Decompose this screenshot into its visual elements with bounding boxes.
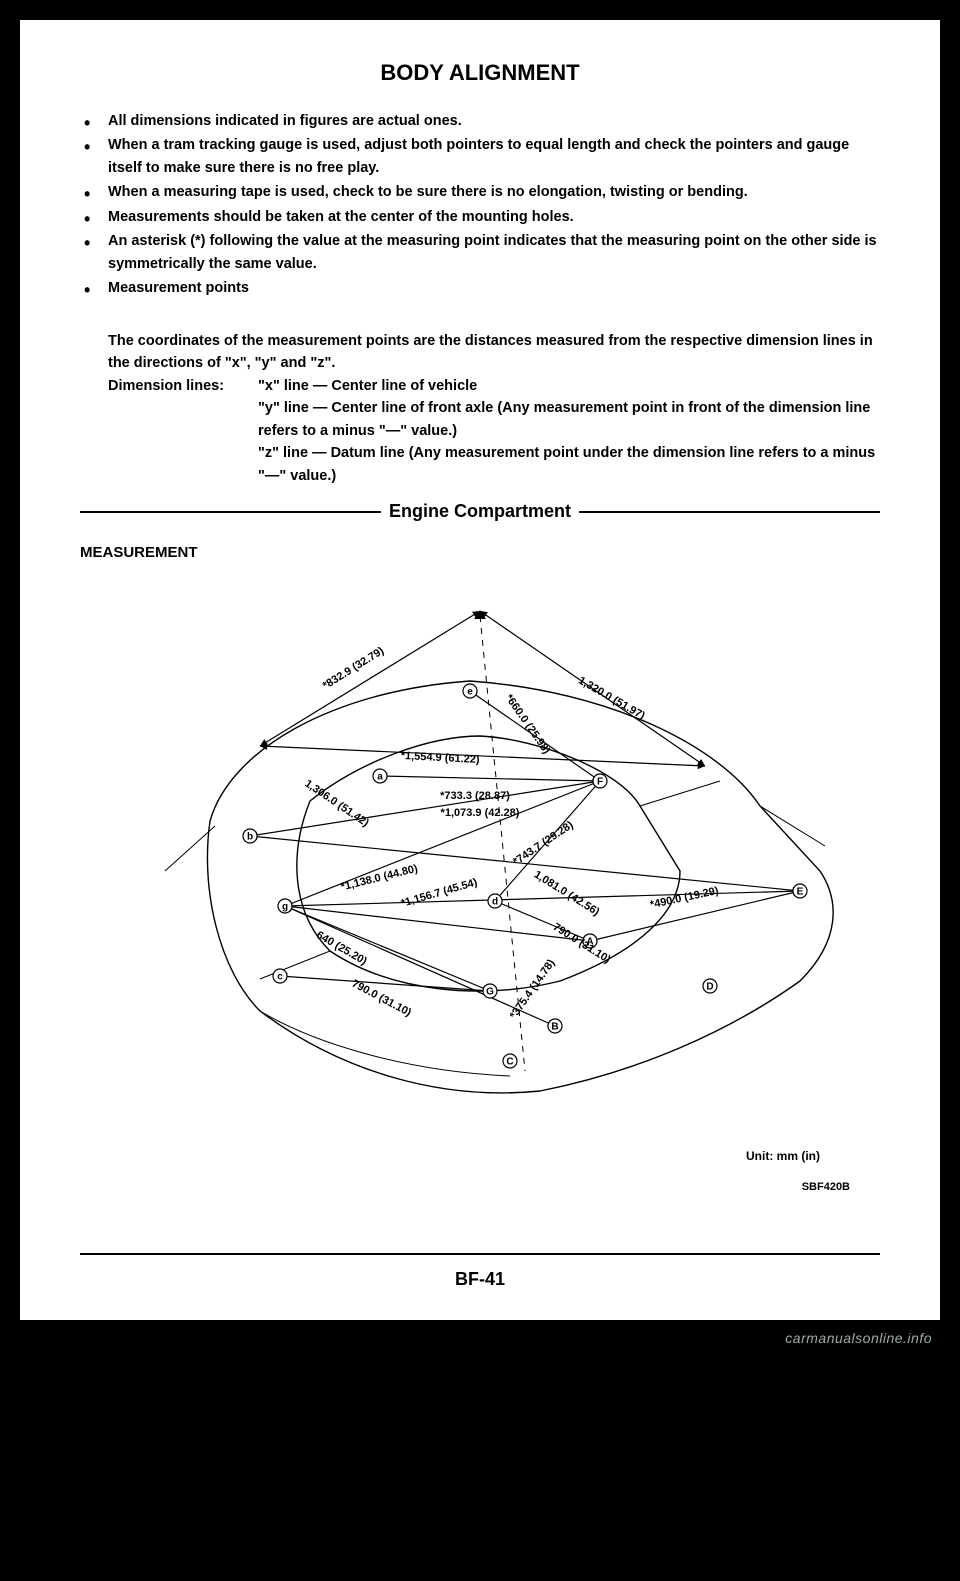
svg-text:*743.7 (29.28): *743.7 (29.28) xyxy=(511,819,576,868)
svg-text:*490.0 (19.29): *490.0 (19.29) xyxy=(649,885,720,911)
svg-text:*1,554.9 (61.22): *1,554.9 (61.22) xyxy=(400,750,480,766)
svg-text:1,081.0 (42.56): 1,081.0 (42.56) xyxy=(532,869,602,919)
engine-compartment-diagram: eabdgcFEAGDBC*832.9 (32.79)1,320.0 (51.9… xyxy=(80,571,880,1131)
svg-text:*1,073.9 (42.28): *1,073.9 (42.28) xyxy=(441,807,520,819)
svg-text:*660.0 (25.98): *660.0 (25.98) xyxy=(503,692,553,756)
bullet-item: All dimensions indicated in figures are … xyxy=(80,110,880,132)
section-divider: Engine Compartment xyxy=(80,501,880,522)
svg-text:1,320.0 (51.97): 1,320.0 (51.97) xyxy=(576,675,647,723)
svg-text:C: C xyxy=(506,1057,513,1068)
svg-text:g: g xyxy=(282,902,288,913)
dimension-z: "z" line — Datum line (Any measurement p… xyxy=(258,442,880,487)
page-title: BODY ALIGNMENT xyxy=(80,60,880,86)
svg-text:e: e xyxy=(467,687,473,698)
bullet-item: When a tram tracking gauge is used, adju… xyxy=(80,134,880,179)
instruction-list: All dimensions indicated in figures are … xyxy=(80,110,880,302)
page-number: BF-41 xyxy=(80,1269,880,1290)
svg-text:*832.9 (32.79): *832.9 (32.79) xyxy=(321,645,387,692)
divider-line xyxy=(579,511,880,513)
measurement-points-desc: The coordinates of the measurement point… xyxy=(80,330,880,375)
svg-text:a: a xyxy=(377,772,383,783)
watermark: carmanualsonline.info xyxy=(785,1330,932,1346)
unit-label: Unit: mm (in) xyxy=(80,1149,880,1163)
bullet-item: An asterisk (*) following the value at t… xyxy=(80,230,880,275)
dimension-lines-block: Dimension lines: "x" line — Center line … xyxy=(80,375,880,487)
svg-text:E: E xyxy=(797,887,804,898)
bullet-item: When a measuring tape is used, check to … xyxy=(80,181,880,203)
svg-text:B: B xyxy=(551,1022,558,1033)
svg-text:640 (25.20): 640 (25.20) xyxy=(314,929,369,968)
section-title: Engine Compartment xyxy=(381,501,579,522)
bullet-item: Measurements should be taken at the cent… xyxy=(80,206,880,228)
svg-text:G: G xyxy=(486,987,494,998)
figure-reference: SBF420B xyxy=(80,1181,880,1193)
dimension-lines-values: "x" line — Center line of vehicle "y" li… xyxy=(258,375,880,487)
svg-text:d: d xyxy=(492,897,498,908)
svg-text:*1,138.0 (44.80): *1,138.0 (44.80) xyxy=(340,863,420,894)
svg-text:b: b xyxy=(247,832,253,843)
diagram-area: eabdgcFEAGDBC*832.9 (32.79)1,320.0 (51.9… xyxy=(80,571,880,1231)
svg-text:*733.3 (28.87): *733.3 (28.87) xyxy=(440,790,510,802)
svg-text:F: F xyxy=(597,777,603,788)
svg-text:*1,156.7 (45.54): *1,156.7 (45.54) xyxy=(400,876,479,909)
footer-divider xyxy=(80,1253,880,1255)
svg-text:D: D xyxy=(706,982,713,993)
divider-line xyxy=(80,511,381,513)
dimension-x: "x" line — Center line of vehicle xyxy=(258,375,880,397)
measurement-heading: MEASUREMENT xyxy=(80,544,880,561)
svg-text:c: c xyxy=(277,972,283,983)
manual-page: BODY ALIGNMENT All dimensions indicated … xyxy=(20,20,940,1320)
dimension-lines-label: Dimension lines: xyxy=(108,375,258,487)
svg-text:790.0 (31.10): 790.0 (31.10) xyxy=(350,978,414,1019)
svg-text:790.0 (31.10): 790.0 (31.10) xyxy=(551,921,613,966)
dimension-y: "y" line — Center line of front axle (An… xyxy=(258,397,880,442)
bullet-item: Measurement points xyxy=(80,277,880,299)
